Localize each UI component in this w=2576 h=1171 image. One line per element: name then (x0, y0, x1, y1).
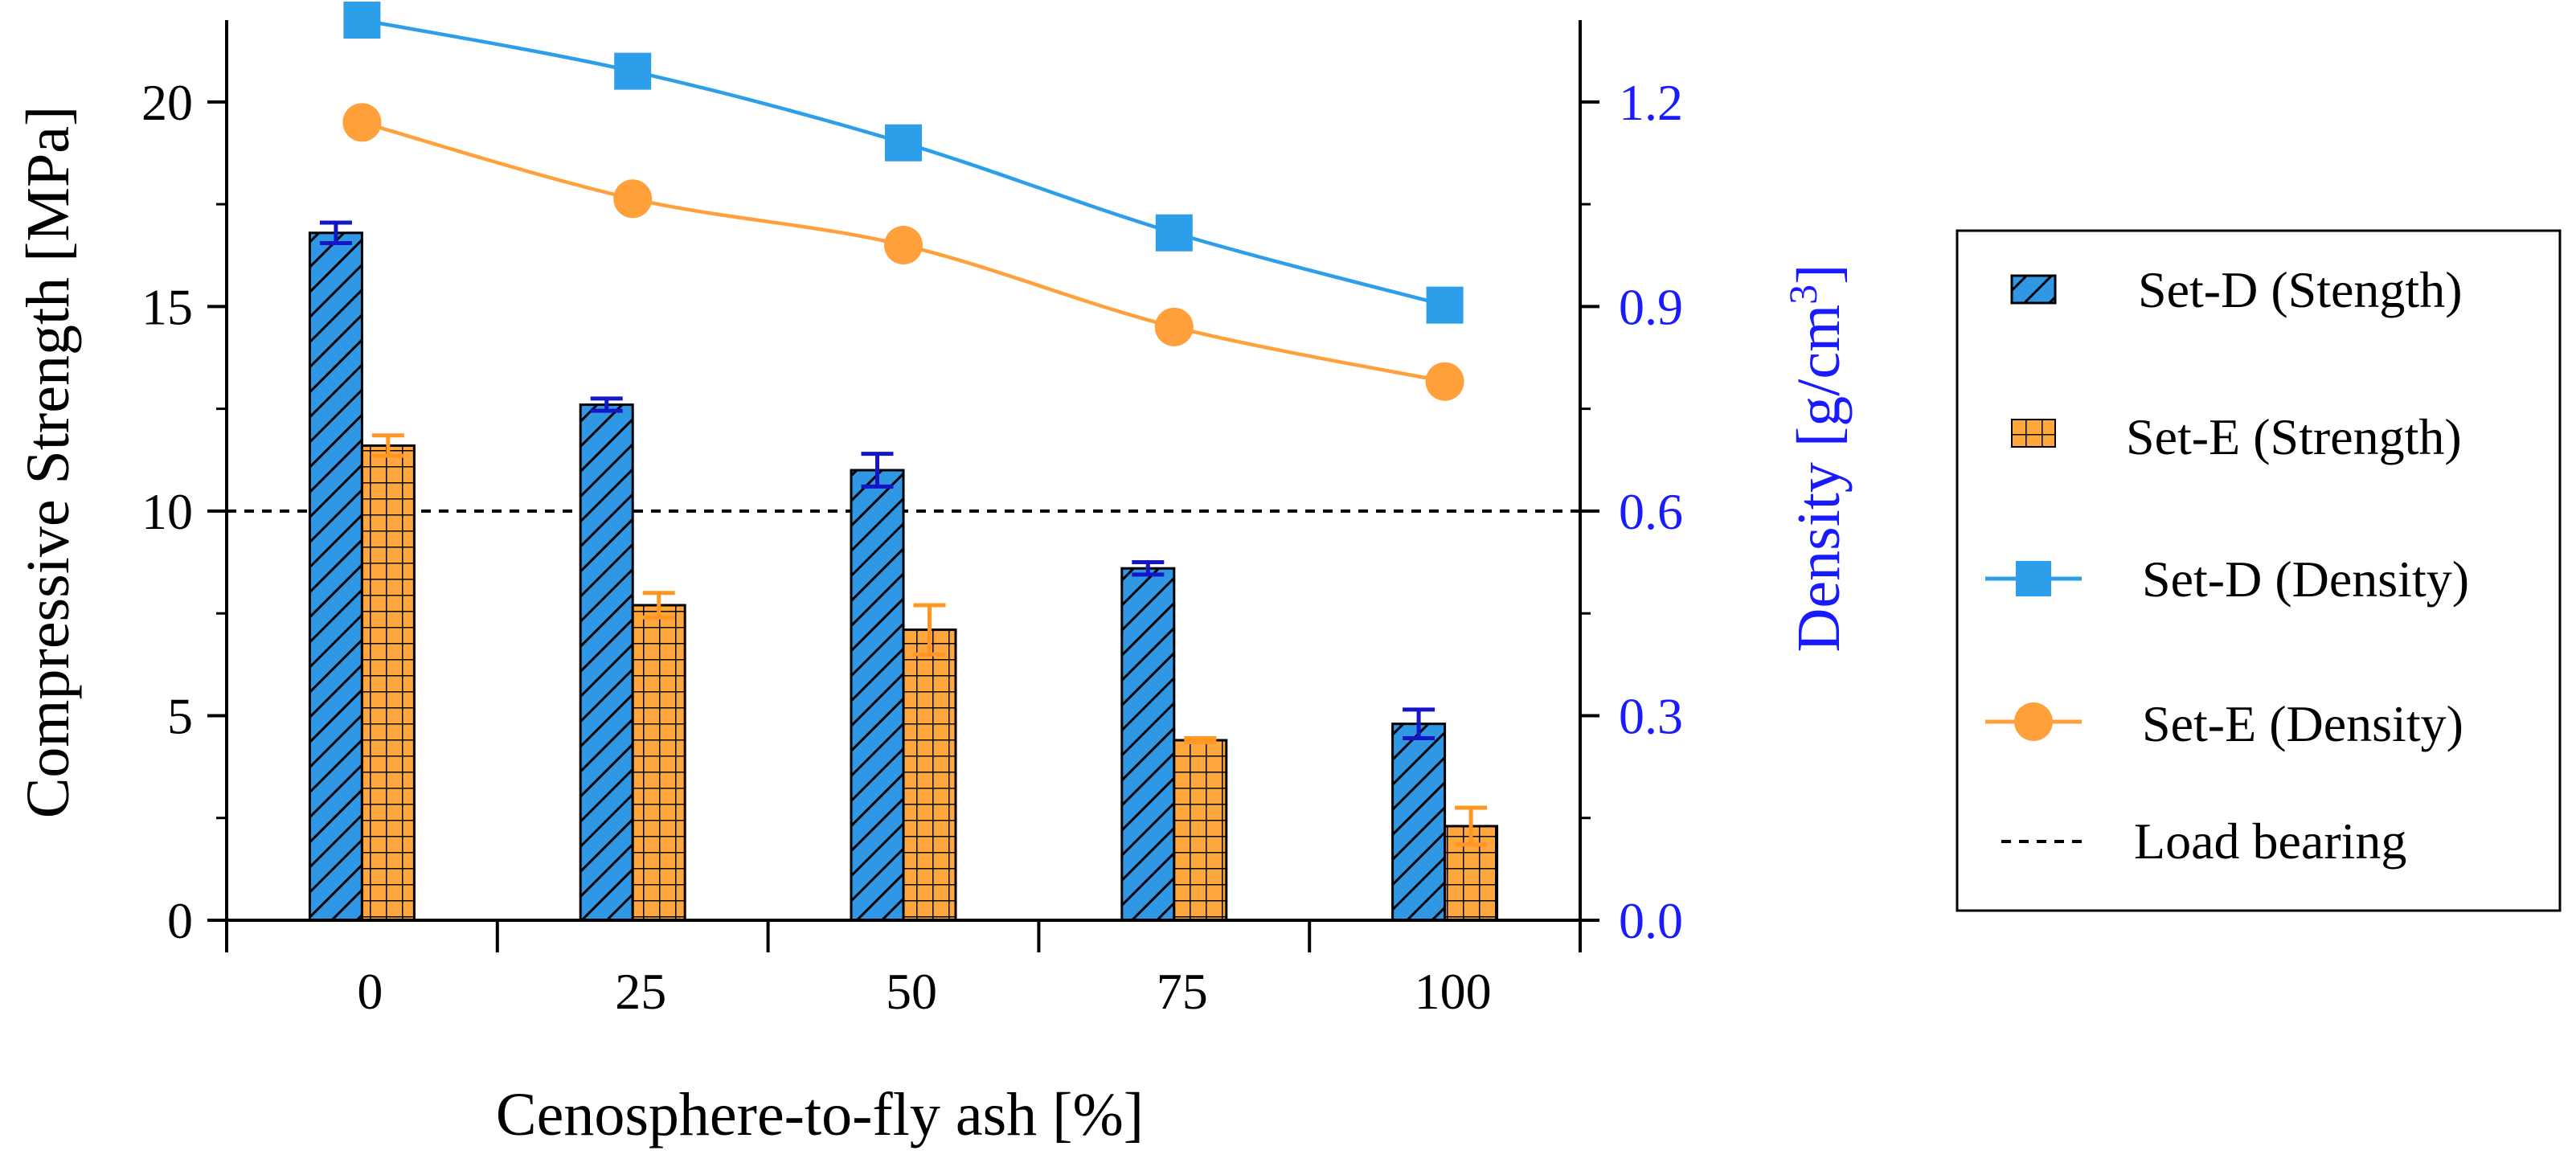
y-tick-label: 5 (167, 687, 193, 744)
plot-area (227, 2, 1580, 922)
y-tick-label: 15 (141, 278, 193, 335)
legend-label-set-d-density: Set-D (Density) (2142, 551, 2469, 608)
density-point-set-e-25 (613, 179, 653, 219)
y2-tick-label: 0.3 (1619, 687, 1683, 744)
error-bar-set-d-25 (590, 396, 623, 413)
error-bar-set-d-75 (1132, 560, 1165, 577)
y-tick-label: 20 (141, 74, 193, 131)
density-point-set-d-50 (885, 124, 922, 162)
legend-box (1956, 229, 2562, 912)
error-bar-set-d-50 (861, 452, 894, 489)
error-bar-set-e-25 (642, 591, 675, 620)
legend-marker-set-e-density (2014, 702, 2053, 741)
bar-set-e-50 (902, 628, 957, 922)
bar-set-d-50 (850, 469, 905, 922)
y-axis-label: Compressive Strength [MPa] (14, 106, 82, 819)
y-tick-label: 10 (141, 483, 193, 540)
error-bar-set-e-75 (1184, 735, 1217, 745)
x-tick-label: 75 (1157, 963, 1208, 1020)
legend-label-set-e-density: Set-E (Density) (2142, 695, 2463, 752)
legend-marker-set-d-density (2016, 561, 2051, 596)
density-point-set-d-75 (1155, 214, 1193, 252)
density-point-set-e-75 (1154, 307, 1194, 346)
density-point-set-e-0 (342, 103, 382, 142)
legend-label-set-d-strength: Set-D (Stength) (2138, 261, 2463, 318)
y2-tick-label: 0.9 (1619, 278, 1683, 335)
density-point-set-d-25 (614, 52, 652, 90)
x-tick-label: 0 (357, 963, 383, 1020)
error-bar-set-e-100 (1455, 805, 1488, 847)
axes: 0 5 10 15 20 0.0 0.3 0.6 0.9 1.2 0 25 50 75 100 (141, 20, 1683, 1020)
x-axis-label: Cenosphere-to-fly ash [%] (496, 1081, 1144, 1148)
x-tick-label: 50 (886, 963, 937, 1020)
y2-axis-label-end: ] (1785, 264, 1853, 284)
x-tick-label: 25 (615, 963, 666, 1020)
y2-tick-label: 0.6 (1619, 483, 1683, 540)
x-tick-label: 100 (1415, 963, 1492, 1020)
bar-set-d-0 (308, 231, 363, 922)
error-bar-set-e-50 (913, 603, 946, 657)
y2-tick-label: 0.0 (1619, 892, 1683, 949)
error-bar-set-d-100 (1403, 707, 1435, 740)
y2-tick-label: 1.2 (1619, 74, 1683, 131)
density-point-set-d-0 (343, 2, 381, 39)
legend: Set-D (Stength) Set-E (Strength) Set-D (… (1956, 229, 2562, 912)
legend-swatch-set-d-strength (2010, 274, 2057, 305)
density-point-set-d-100 (1426, 286, 1464, 324)
y2-axis-label-sup: 3 (1780, 285, 1825, 305)
bar-set-e-25 (631, 604, 686, 922)
density-point-set-e-50 (884, 226, 923, 264)
bar-set-d-100 (1391, 723, 1447, 922)
density-point-set-e-100 (1425, 362, 1464, 401)
error-bar-set-d-0 (319, 220, 352, 245)
legend-label-set-e-strength: Set-E (Strength) (2126, 408, 2462, 465)
y2-axis-label: Density [g/cm3] (1780, 264, 1853, 652)
error-bar-set-e-0 (371, 433, 404, 458)
legend-swatch-set-e-strength (2011, 419, 2056, 448)
y-tick-label: 0 (167, 892, 193, 949)
bar-set-e-0 (360, 444, 416, 922)
bar-set-e-75 (1173, 739, 1228, 922)
bar-set-d-75 (1120, 567, 1176, 922)
y2-axis-label-main: Density [g/cm (1785, 305, 1853, 653)
legend-label-load-bearing: Load bearing (2134, 813, 2406, 870)
bar-set-d-25 (579, 403, 634, 922)
